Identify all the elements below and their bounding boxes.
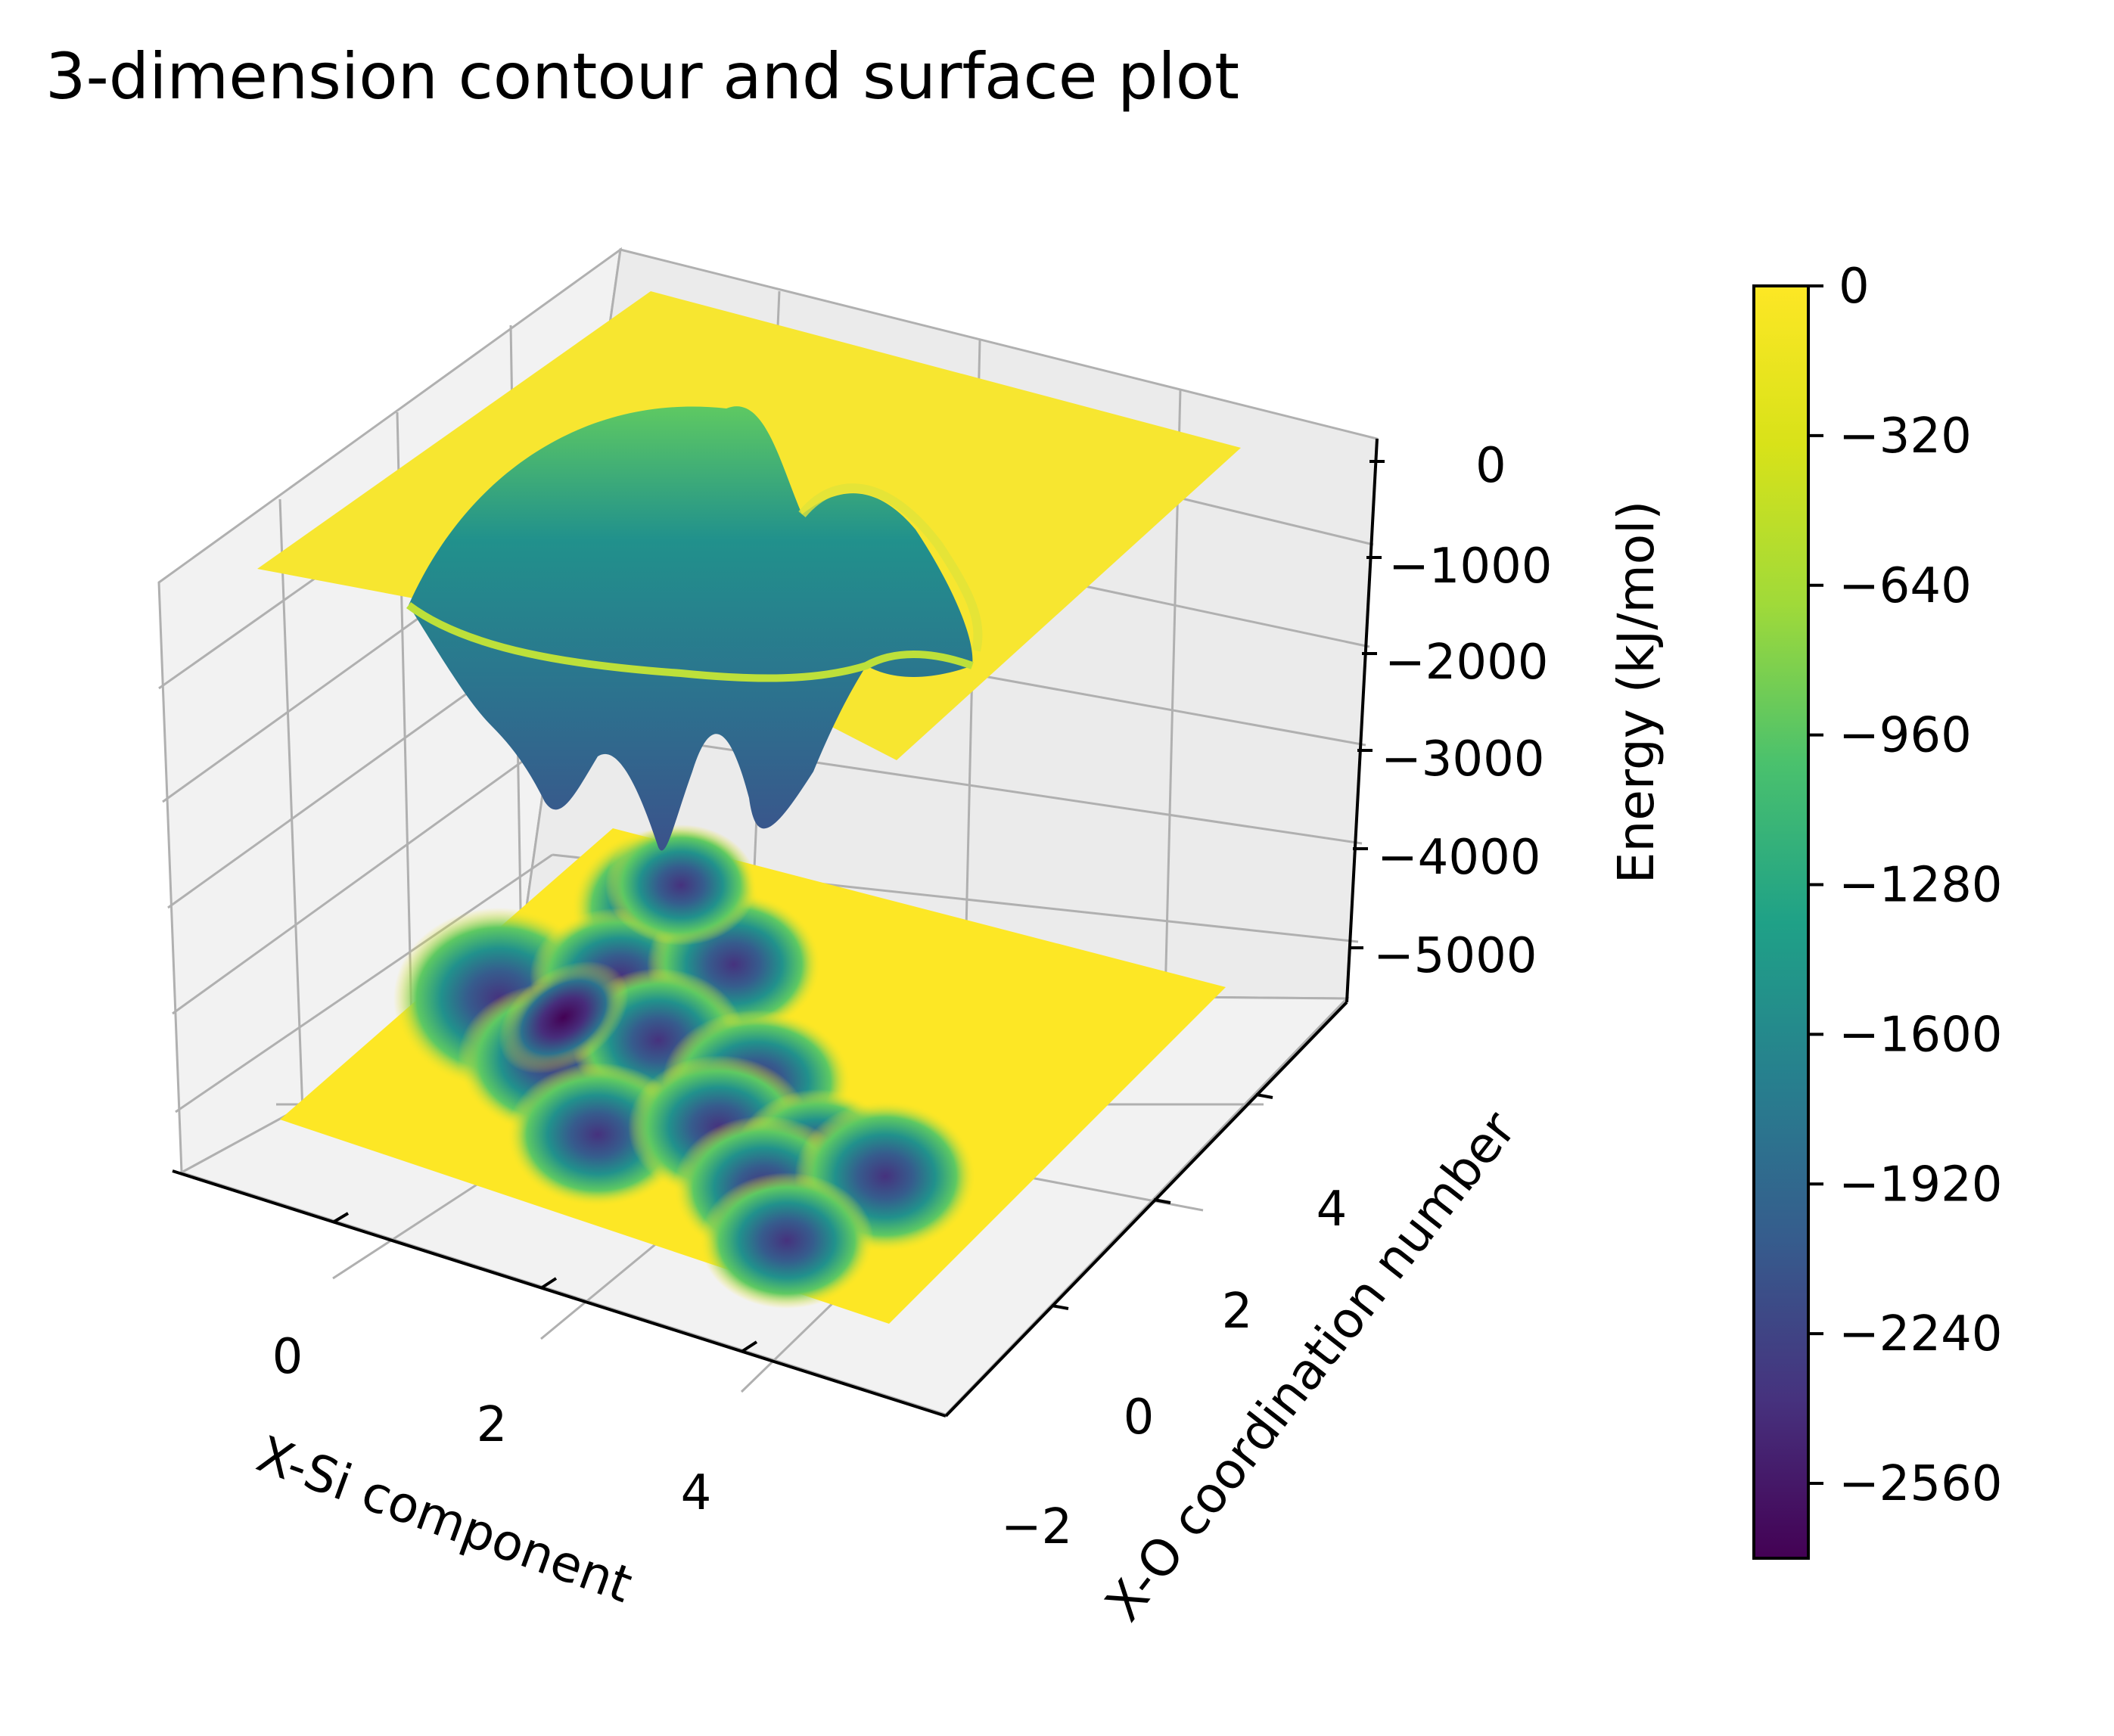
z-tick-label: −5000 (1373, 928, 1537, 984)
z-tick-label: −3000 (1381, 731, 1545, 787)
energy-surface (257, 291, 1241, 851)
y-tick-label: 2 (1222, 1284, 1253, 1340)
z-tick-label: −4000 (1377, 830, 1541, 886)
colorbar-tick-label: −2560 (1839, 1456, 2003, 1512)
colorbar-tick-label: −960 (1839, 708, 1972, 764)
colorbar-tick-label: −1280 (1839, 858, 2003, 914)
surface-right-ridge (798, 483, 983, 652)
y-tick-label: −2 (1001, 1499, 1072, 1555)
z-tick-label: −1000 (1388, 539, 1553, 595)
z-axis: 0 −1000 −2000 −3000 −4000 −5000 Energy (… (1345, 438, 1665, 1003)
colorbar-tick-label: −1600 (1839, 1007, 2003, 1063)
colorbar-ticks: 0 −320 −640 −960 −1280 −1600 −1920 −2240 −2560 (1808, 259, 2003, 1512)
contour-plane (280, 825, 1226, 1324)
colorbar: 0 −320 −640 −960 −1280 −1600 −1920 −2240 −2560 (1752, 259, 2003, 1560)
surface-well-region (409, 406, 973, 851)
colorbar-tick-label: −640 (1839, 558, 1972, 614)
colorbar-tick-label: −320 (1839, 408, 1972, 464)
colorbar-tick-label: −2240 (1839, 1306, 2003, 1362)
z-tick-label: −2000 (1385, 635, 1549, 691)
z-tick-label: 0 (1475, 438, 1506, 494)
colorbar-tick-label: −1920 (1839, 1157, 2003, 1213)
colorbar-tick-label: 0 (1839, 259, 1870, 315)
z-axis-label: Energy (kJ/mol) (1607, 501, 1665, 884)
x-tick-label: 2 (477, 1397, 508, 1453)
contour-wells (393, 825, 976, 1309)
y-tick-label: 4 (1317, 1182, 1348, 1238)
x-tick-label: 0 (272, 1329, 303, 1385)
x-tick-label: 4 (681, 1465, 712, 1521)
y-tick-label: 0 (1124, 1390, 1155, 1446)
surface-front-lip (406, 601, 974, 682)
x-axis-label: X-Si component (250, 1425, 639, 1614)
chart-title: 3-dimension contour and surface plot (45, 39, 1239, 113)
colorbar-gradient (1752, 284, 1810, 1560)
